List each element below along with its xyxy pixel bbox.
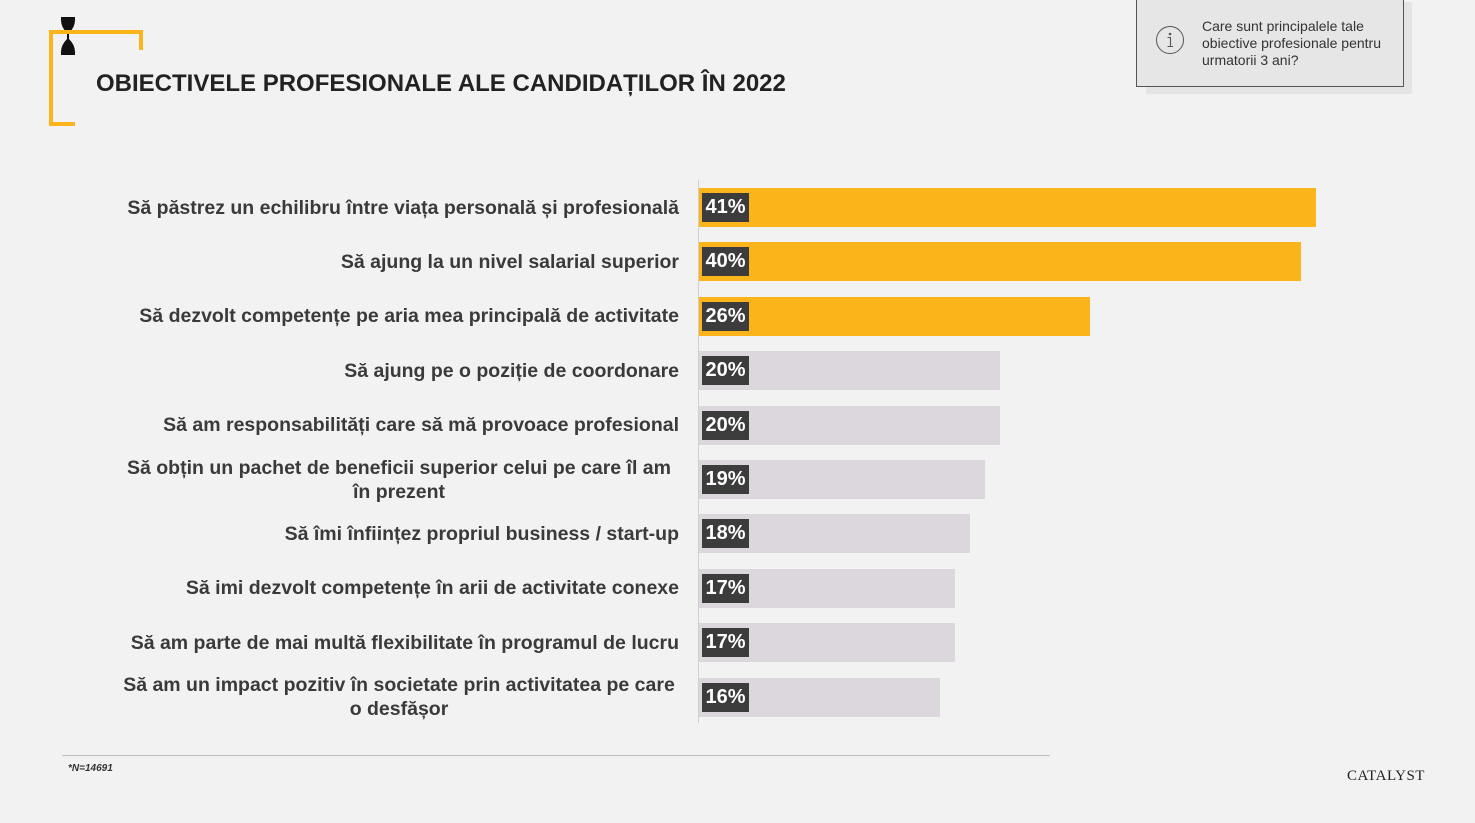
chart-row: Să am un impact pozitiv în societate pri… <box>0 674 1475 721</box>
chart-row: Să am parte de mai multă flexibilitate î… <box>0 623 1475 663</box>
chart-row: Să imi dezvolt competențe în arii de act… <box>0 568 1475 608</box>
info-icon <box>1156 26 1184 54</box>
hourglass-icon <box>61 17 75 55</box>
category-label: Să îmi înființez propriul business / sta… <box>284 522 679 545</box>
footer-divider <box>62 755 1050 756</box>
chart-row: Să dezvolt competențe pe aria mea princi… <box>0 296 1475 336</box>
footnote: *N=14691 <box>68 763 113 774</box>
chart-row: Să păstrez un echilibru între viața pers… <box>0 188 1475 227</box>
category-label: Să ajung pe o poziție de coordonare <box>344 359 679 382</box>
info-box: Care sunt principalele tale obiective pr… <box>1136 0 1404 87</box>
chart-row: Să ajung pe o poziție de coordonare 20% <box>0 351 1475 391</box>
catalyst-logo: CATALYST <box>1347 768 1425 784</box>
chart-row: Să am responsabilități care să mă provoa… <box>0 405 1475 445</box>
chart-axis-line <box>698 180 699 723</box>
category-label: Să ajung la un nivel salarial superior <box>340 250 679 273</box>
page-title: OBIECTIVELE PROFESIONALE ALE CANDIDAȚILO… <box>96 70 786 97</box>
bracket-left-line <box>49 30 53 126</box>
bracket-bottom-line <box>49 122 75 126</box>
bar <box>699 296 1091 336</box>
bar <box>699 188 1316 227</box>
value-label: 41% <box>702 193 749 222</box>
category-label: Să obțin un pachet de beneficii superior… <box>127 456 671 503</box>
chart-row: Să ajung la un nivel salarial superior 40… <box>0 242 1475 282</box>
category-label: Să păstrez un echilibru între viața pers… <box>127 196 679 219</box>
bracket-top-line <box>49 30 139 34</box>
value-label: 26% <box>702 301 749 331</box>
category-label: Să imi dezvolt competențe în arii de act… <box>185 577 679 600</box>
bar <box>699 242 1301 282</box>
value-label: 18% <box>702 519 749 549</box>
bar <box>699 405 1000 445</box>
bracket-top-right-line <box>139 30 143 50</box>
info-question: Care sunt principalele tale obiective pr… <box>1202 18 1382 68</box>
value-label: 17% <box>702 573 749 603</box>
value-label: 17% <box>702 628 749 658</box>
value-label: 20% <box>702 410 749 440</box>
value-label: 40% <box>702 247 749 277</box>
category-label: Să am responsabilități care să mă provoa… <box>163 414 679 437</box>
bar <box>699 351 1000 391</box>
category-label: Să dezvolt competențe pe aria mea princi… <box>139 305 679 328</box>
chart-row: Să obțin un pachet de beneficii superior… <box>0 456 1475 503</box>
value-label: 19% <box>702 465 749 494</box>
category-label: Să am un impact pozitiv în societate pri… <box>123 674 675 721</box>
chart-row: Să îmi înființez propriul business / sta… <box>0 514 1475 554</box>
category-label: Să am parte de mai multă flexibilitate î… <box>130 631 679 654</box>
value-label: 16% <box>702 682 749 712</box>
value-label: 20% <box>702 356 749 386</box>
